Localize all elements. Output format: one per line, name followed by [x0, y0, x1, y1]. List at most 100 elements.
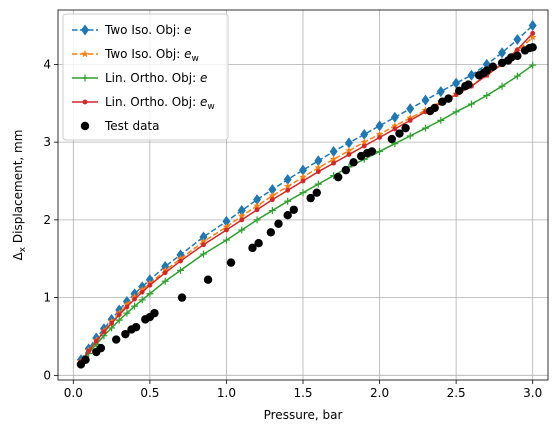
- legend-label: Lin. Ortho. Obj: e: [105, 71, 207, 85]
- series-point: [406, 103, 415, 115]
- series-point: [124, 304, 130, 310]
- legend-label-sub: w: [207, 102, 214, 112]
- series-point: [421, 94, 430, 106]
- series-point: [269, 197, 275, 203]
- series-point: [253, 194, 262, 206]
- test-data-point: [306, 193, 315, 203]
- series-point: [123, 309, 131, 317]
- series-point: [199, 231, 208, 243]
- x-axis: 0.0 0.5 1.0 1.5 2.0 2.5 3.0: [64, 380, 542, 400]
- test-data-point: [367, 147, 377, 156]
- series-point: [254, 207, 260, 213]
- series-point: [299, 164, 307, 176]
- test-data-point: [266, 228, 276, 237]
- series-point: [253, 216, 261, 224]
- series-point: [437, 116, 445, 124]
- test-data-point: [334, 172, 343, 182]
- series-3: [77, 61, 537, 367]
- series-point: [161, 266, 169, 274]
- series-point: [529, 61, 537, 69]
- y-tick-label: 3: [43, 135, 51, 149]
- series-point: [147, 282, 153, 288]
- legend-entry: Lin. Ortho. Obj: e: [72, 71, 207, 85]
- test-data-point: [203, 275, 213, 284]
- series-point: [161, 277, 169, 285]
- series-point: [115, 316, 123, 324]
- series-point: [101, 329, 107, 335]
- y-axis: 0 1 2 3 4: [43, 57, 58, 382]
- legend-marker: [80, 121, 90, 131]
- legend-label-sub: w: [192, 54, 199, 64]
- series-point: [222, 236, 230, 244]
- series-point: [222, 215, 231, 227]
- series-point: [177, 266, 184, 274]
- test-data-point: [131, 322, 141, 332]
- y-tick-label: 0: [43, 368, 51, 382]
- legend-label: Lin. Ortho. Obj: ew: [105, 95, 215, 112]
- x-tick-label: 0.5: [140, 386, 159, 400]
- series-point: [284, 197, 292, 205]
- series-point: [93, 338, 99, 344]
- x-tick-label: 1.0: [217, 386, 236, 400]
- series-point: [123, 300, 131, 308]
- series-point: [391, 121, 399, 130]
- test-data-point: [482, 66, 491, 75]
- series-point: [109, 320, 114, 326]
- series-point: [86, 348, 92, 354]
- series-point: [138, 296, 146, 304]
- legend-label: Two Iso. Obj: e: [104, 23, 192, 37]
- test-data-point: [430, 103, 439, 113]
- test-data-point: [226, 258, 236, 267]
- series-point: [222, 222, 231, 231]
- series-line: [80, 24, 534, 361]
- series-point: [176, 254, 185, 262]
- series-point: [390, 111, 399, 123]
- series-point: [146, 290, 154, 298]
- series-point: [224, 227, 229, 233]
- test-data-point: [464, 80, 473, 89]
- series-point: [268, 191, 277, 200]
- series-point: [345, 146, 353, 154]
- y-axis-label-main: Δ: [11, 251, 25, 260]
- series-point: [360, 128, 369, 140]
- series-point: [162, 270, 168, 276]
- series-line: [80, 64, 534, 364]
- series-point: [239, 217, 245, 223]
- test-data-point: [254, 238, 263, 248]
- legend-label-italic: e: [184, 23, 191, 37]
- series-point: [238, 226, 246, 234]
- series-point: [314, 180, 322, 188]
- x-tick-label: 3.0: [523, 386, 542, 400]
- series-point: [514, 47, 520, 53]
- series-point: [283, 173, 292, 185]
- series-point: [130, 292, 139, 301]
- legend-label-main: Two Iso. Obj:: [104, 23, 184, 37]
- test-data-point: [283, 211, 292, 220]
- test-data-point: [121, 329, 130, 339]
- series-point: [361, 143, 367, 149]
- series-point: [406, 114, 414, 122]
- series-point: [467, 69, 476, 81]
- legend-marker: [81, 50, 89, 58]
- test-data-point: [96, 343, 106, 353]
- legend-label: Test data: [104, 119, 159, 133]
- series-point: [377, 135, 382, 140]
- test-data-point: [401, 123, 410, 133]
- legend-label-italic: e: [200, 95, 207, 109]
- series-point: [201, 242, 206, 248]
- series-point: [407, 117, 413, 123]
- series-point: [300, 178, 306, 184]
- series-point: [436, 86, 445, 98]
- test-data-point: [528, 43, 537, 52]
- legend-label: Two Iso. Obj: ew: [104, 47, 199, 64]
- series-point: [314, 163, 323, 172]
- series-point: [315, 169, 321, 175]
- series-point: [268, 207, 276, 215]
- test-data-point: [111, 335, 121, 344]
- series-point: [132, 296, 137, 302]
- test-data-point: [312, 188, 321, 197]
- legend-entry: Two Iso. Obj: e: [72, 23, 192, 37]
- series-point: [299, 173, 307, 181]
